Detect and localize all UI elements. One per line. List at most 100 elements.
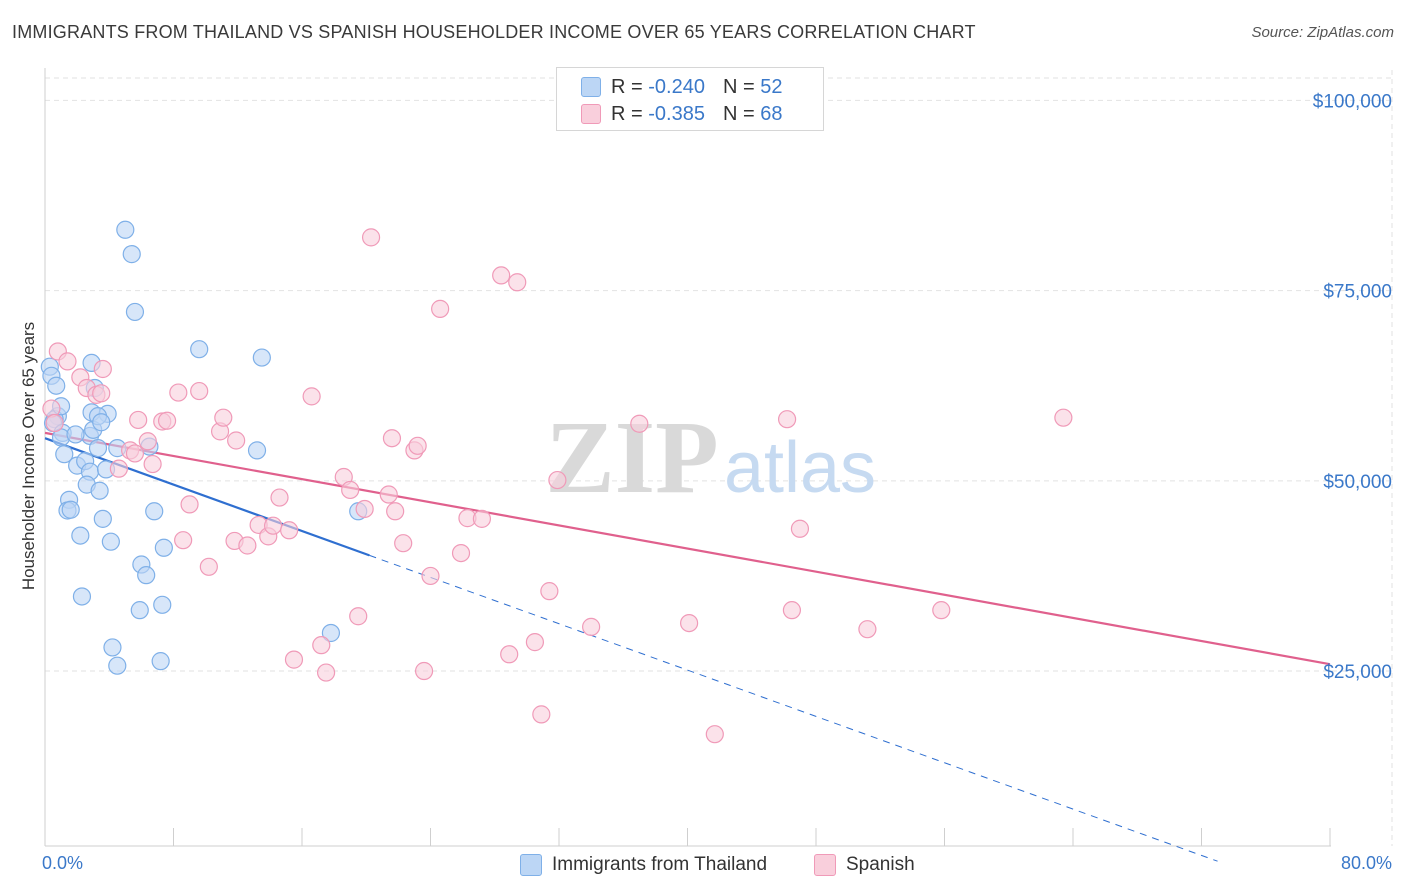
data-point	[414, 661, 434, 681]
bottom-legend-label: Immigrants from Thailand	[552, 854, 768, 875]
data-point	[500, 645, 519, 664]
data-point	[312, 636, 331, 655]
bottom-legend-spanish: Spanish	[814, 852, 915, 878]
data-point	[302, 387, 321, 406]
thailand-swatch	[520, 854, 542, 876]
data-point	[214, 408, 233, 427]
data-point	[386, 502, 405, 521]
data-point	[341, 480, 360, 500]
y-axis-label: Householder Income Over 65 years	[19, 322, 38, 590]
data-point	[361, 228, 381, 247]
data-point	[55, 445, 74, 464]
data-point	[408, 436, 427, 455]
y-tick-label: $75,000	[1323, 282, 1392, 303]
data-point	[108, 656, 127, 675]
data-point	[321, 623, 341, 643]
series-thailand	[40, 220, 368, 675]
data-point	[125, 302, 145, 322]
data-point	[143, 454, 162, 474]
data-point	[532, 705, 551, 724]
data-point	[451, 543, 471, 563]
data-point	[270, 488, 289, 507]
data-point	[154, 538, 173, 557]
data-point	[284, 650, 304, 669]
x-tick-labels: 0.0% 80.0%	[42, 853, 1392, 873]
data-point	[472, 509, 491, 528]
data-point	[93, 509, 112, 528]
y-tick-label: $50,000	[1323, 472, 1392, 493]
data-point	[199, 557, 218, 576]
data-point	[858, 620, 877, 639]
data-point	[66, 425, 85, 444]
data-point	[582, 617, 601, 636]
data-point	[47, 376, 66, 395]
data-point	[238, 536, 257, 555]
data-point	[109, 459, 128, 478]
data-point	[169, 383, 188, 402]
data-point	[130, 601, 149, 620]
data-point	[548, 470, 567, 490]
data-point	[125, 444, 145, 463]
y-tick-label: $100,000	[1313, 91, 1392, 112]
y-tick-label: $25,000	[1323, 662, 1392, 683]
data-point	[92, 413, 111, 432]
data-point	[129, 410, 148, 430]
axes	[44, 68, 1331, 847]
bottom-legend-label: Spanish	[846, 854, 915, 875]
data-point	[93, 359, 112, 379]
data-point	[777, 410, 797, 429]
data-point	[151, 652, 170, 671]
legend-r-label: R =	[611, 102, 649, 125]
legend-n-value: 52	[760, 75, 783, 98]
data-point	[1054, 408, 1073, 427]
data-point	[316, 663, 336, 682]
data-point	[525, 633, 545, 652]
data-point	[492, 266, 511, 285]
legend-n-value: 68	[760, 102, 783, 125]
data-point	[508, 273, 527, 292]
data-point	[92, 384, 111, 403]
source-credit: Source: ZipAtlas.com	[1251, 24, 1394, 41]
data-point	[180, 495, 199, 514]
bottom-legend-thailand: Immigrants from Thailand	[520, 852, 767, 878]
legend-row-thailand: R = -0.240 N = 52	[557, 74, 782, 100]
correlation-legend: R = -0.240 N = 52 R = -0.385 N = 68	[556, 67, 824, 131]
legend-r-value: -0.240	[648, 75, 705, 98]
data-point	[630, 414, 649, 433]
data-point	[382, 429, 402, 448]
data-point	[71, 526, 90, 545]
grid-lines	[45, 70, 1393, 846]
watermark-atlas: atlas	[724, 428, 876, 508]
data-point	[101, 532, 120, 551]
data-point	[90, 481, 109, 500]
x-tick-label: 80.0%	[1341, 853, 1392, 873]
data-point	[705, 725, 724, 744]
data-point	[932, 601, 951, 620]
data-point	[680, 613, 699, 633]
data-point	[190, 381, 209, 401]
data-point	[394, 534, 413, 553]
data-point	[45, 413, 64, 433]
data-point	[153, 595, 172, 614]
data-point	[145, 502, 164, 521]
data-point	[174, 531, 193, 550]
legend-r-value: -0.385	[648, 102, 705, 125]
data-point	[540, 582, 559, 601]
data-point	[103, 638, 122, 657]
data-point	[190, 340, 209, 359]
data-point	[790, 519, 810, 538]
trend-line-thailand	[44, 437, 370, 557]
data-point	[252, 348, 271, 367]
data-point	[72, 587, 92, 606]
thailand-swatch	[581, 77, 601, 97]
legend-row-spanish: R = -0.385 N = 68	[557, 101, 782, 127]
data-point	[355, 499, 374, 519]
data-point	[379, 485, 398, 504]
data-point	[227, 431, 246, 450]
spanish-swatch	[581, 104, 601, 124]
x-tick-label: 0.0%	[42, 853, 83, 873]
data-point	[431, 299, 450, 318]
legend-r-label: R =	[611, 75, 649, 98]
data-points	[40, 220, 1073, 744]
